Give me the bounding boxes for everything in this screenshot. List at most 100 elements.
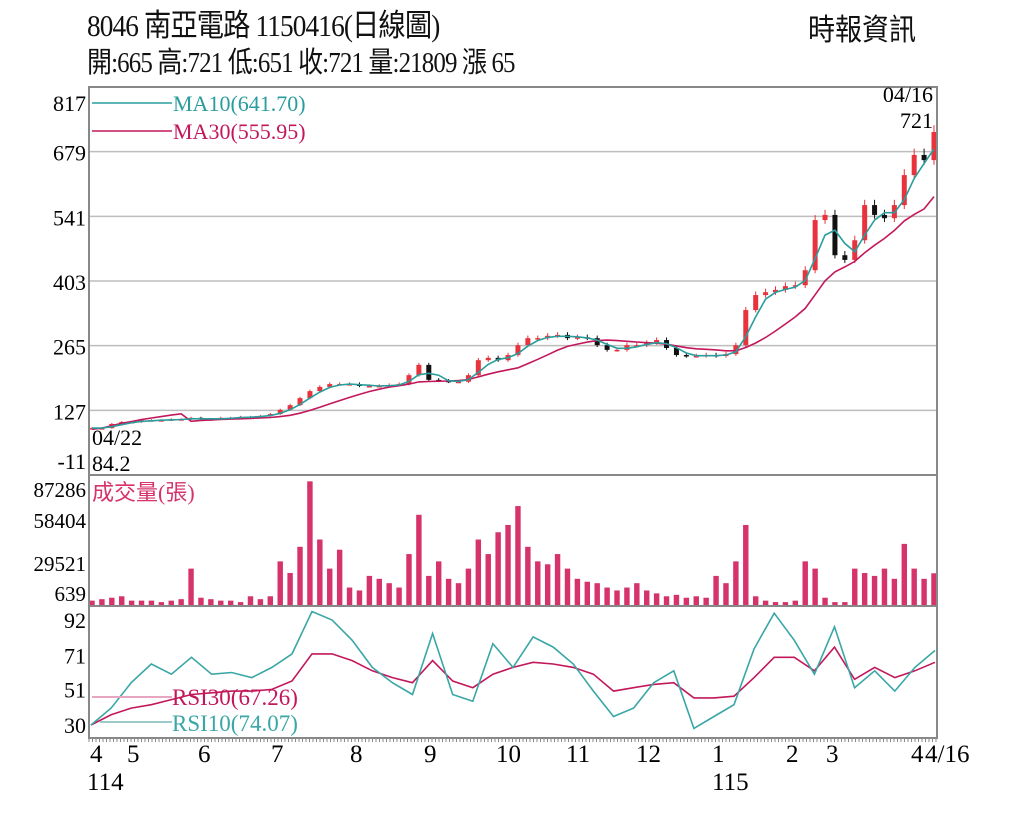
volume-bar xyxy=(614,590,620,605)
candle-body xyxy=(366,385,372,388)
rsi-tick-label: 30 xyxy=(64,713,86,738)
candle-body xyxy=(515,345,521,356)
volume-bar xyxy=(792,600,799,605)
volume-bar xyxy=(346,587,353,605)
candle-body xyxy=(485,357,491,361)
candle-body xyxy=(475,360,481,376)
candle-body xyxy=(753,295,759,311)
volume-bar xyxy=(673,594,680,605)
volume-bar xyxy=(535,561,541,605)
y-tick-label: 127 xyxy=(53,399,86,424)
y-tick-label: -11 xyxy=(57,449,86,474)
volume-bar xyxy=(277,561,283,605)
volume-bar xyxy=(693,596,699,605)
volume-bar xyxy=(772,602,779,605)
volume-label: 成交量(張) xyxy=(92,480,195,505)
volume-bar xyxy=(416,514,422,605)
volume-bar xyxy=(445,578,452,605)
x-tick-label: 6 xyxy=(198,741,211,768)
volume-bar xyxy=(544,564,551,605)
volume-bar xyxy=(921,578,927,605)
volume-bar xyxy=(584,581,591,605)
volume-bar xyxy=(812,568,818,605)
volume-bar xyxy=(208,599,214,605)
ma30-legend: MA30(555.95) xyxy=(173,119,306,144)
volume-bar xyxy=(297,546,303,605)
candle-body xyxy=(802,270,808,286)
volume-bar xyxy=(396,587,402,605)
x-tick-label: 5 xyxy=(127,741,140,768)
volume-bar xyxy=(713,575,719,605)
volume-bar xyxy=(426,575,432,605)
year-label: 115 xyxy=(712,769,749,796)
volume-bar xyxy=(109,597,115,605)
candle-body xyxy=(614,349,620,352)
volume-bar xyxy=(495,532,501,605)
candle-body xyxy=(416,364,422,376)
rsi-tick-label: 92 xyxy=(64,608,86,633)
volume-tick-label: 87286 xyxy=(34,478,87,502)
x-tick-label: 10 xyxy=(496,741,521,768)
candle-body xyxy=(535,338,541,340)
volume-bar xyxy=(119,596,125,605)
candle-body xyxy=(782,286,788,290)
candle-body xyxy=(901,175,907,206)
volume-bar xyxy=(624,587,630,605)
volume-bar xyxy=(198,597,204,605)
volume-bar xyxy=(653,593,660,605)
x-tick-label: 4 xyxy=(90,741,103,768)
start-price-label: 84.2 xyxy=(92,451,131,476)
candle-body xyxy=(634,345,640,347)
volume-bar xyxy=(822,597,828,605)
candle-body xyxy=(921,154,927,161)
volume-bar xyxy=(891,578,898,605)
volume-bar xyxy=(366,575,373,605)
volume-bar xyxy=(376,578,382,605)
volume-bar xyxy=(594,583,600,605)
volume-bar xyxy=(317,539,323,605)
source-label: 時報資訊 xyxy=(808,14,916,47)
candle-body xyxy=(574,337,580,339)
candle-body xyxy=(872,205,878,215)
volume-bar xyxy=(257,599,264,605)
candle-body xyxy=(426,364,432,380)
x-tick-label: 1 xyxy=(712,741,725,768)
volume-bar xyxy=(356,590,363,605)
last-price-label: 721 xyxy=(900,108,933,133)
volume-bar xyxy=(911,568,917,605)
y-tick-label: 679 xyxy=(53,141,86,166)
candle-body xyxy=(317,386,323,392)
volume-bar xyxy=(336,549,343,605)
y-tick-label: 817 xyxy=(53,91,86,116)
candle-body xyxy=(733,345,739,355)
volume-bar xyxy=(475,539,482,605)
candle-body xyxy=(693,355,699,358)
volume-bar xyxy=(901,543,907,605)
plot-frame xyxy=(88,86,938,739)
volume-bar xyxy=(168,600,174,605)
volume-tick-label: 639 xyxy=(55,582,87,606)
candle-body xyxy=(842,255,848,260)
candle-body xyxy=(881,214,887,219)
rsi10-line xyxy=(90,610,936,730)
volume-bar xyxy=(703,597,709,605)
x-tick-label: 4 xyxy=(911,741,924,768)
volume-bar xyxy=(386,583,392,605)
candle-body xyxy=(822,214,828,221)
candle-body xyxy=(594,338,600,346)
candle-body xyxy=(832,214,838,256)
volume-bar xyxy=(237,602,244,605)
x-tick-label: 4/16 xyxy=(925,741,969,768)
volume-bar xyxy=(852,568,858,605)
volume-bar xyxy=(89,600,95,605)
candle-body xyxy=(277,409,283,415)
volume-bar xyxy=(138,600,145,605)
candle-body xyxy=(931,131,937,161)
volume-bar xyxy=(515,506,521,605)
volume-bar xyxy=(644,590,650,605)
y-tick-label: 265 xyxy=(53,335,86,360)
volume-bar xyxy=(267,596,274,605)
volume-bar xyxy=(218,600,224,605)
candle-body xyxy=(852,240,858,260)
